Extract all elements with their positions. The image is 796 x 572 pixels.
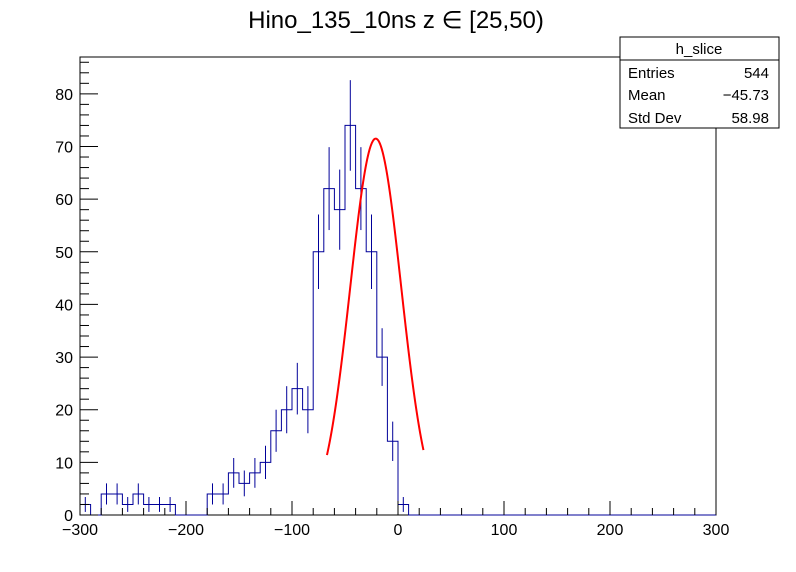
y-tick-label: 40: [55, 297, 73, 314]
stats-box-frame: [619, 36, 780, 129]
x-tick-label: −300: [62, 522, 98, 539]
y-tick-label: 60: [55, 192, 73, 209]
histogram-layer: [80, 80, 716, 516]
y-tick-label: 70: [55, 139, 73, 156]
stats-mean-label: Mean: [628, 87, 666, 104]
y-tick-label: 80: [55, 87, 73, 104]
chart-title: Hino_135_10ns z ∈ [25,50): [248, 7, 544, 34]
y-tick-label: 10: [55, 455, 73, 472]
gaussian-fit-curve: [326, 137, 425, 456]
stats-stddev-value: 58.98: [731, 110, 769, 127]
stats-entries-label: Entries: [628, 65, 675, 82]
x-tick-label: −100: [274, 522, 310, 539]
stats-box-title: h_slice: [676, 41, 723, 58]
y-tick-label: 20: [55, 403, 73, 420]
y-tick-label: 50: [55, 245, 73, 262]
y-tick-label: 30: [55, 350, 73, 367]
histogram-outline: [80, 124, 716, 516]
fit-layer: [326, 137, 425, 456]
stats-mean-value: −45.73: [723, 87, 769, 104]
stats-stddev-label: Std Dev: [628, 110, 682, 127]
x-tick-label: −200: [168, 522, 204, 539]
stats-entries-value: 544: [744, 65, 769, 82]
x-tick-label: 200: [597, 522, 624, 539]
y-tick-label: 0: [64, 508, 73, 525]
axes: −300 −200 −100 0 100 200 300 0 10 20 30 40 50 60 70 80: [55, 61, 730, 539]
stats-box: h_slice Entries 544 Mean −45.73 Std Dev …: [619, 36, 780, 129]
x-tick-label: 300: [703, 522, 730, 539]
x-tick-label: 100: [491, 522, 518, 539]
x-tick-label: 0: [394, 522, 403, 539]
